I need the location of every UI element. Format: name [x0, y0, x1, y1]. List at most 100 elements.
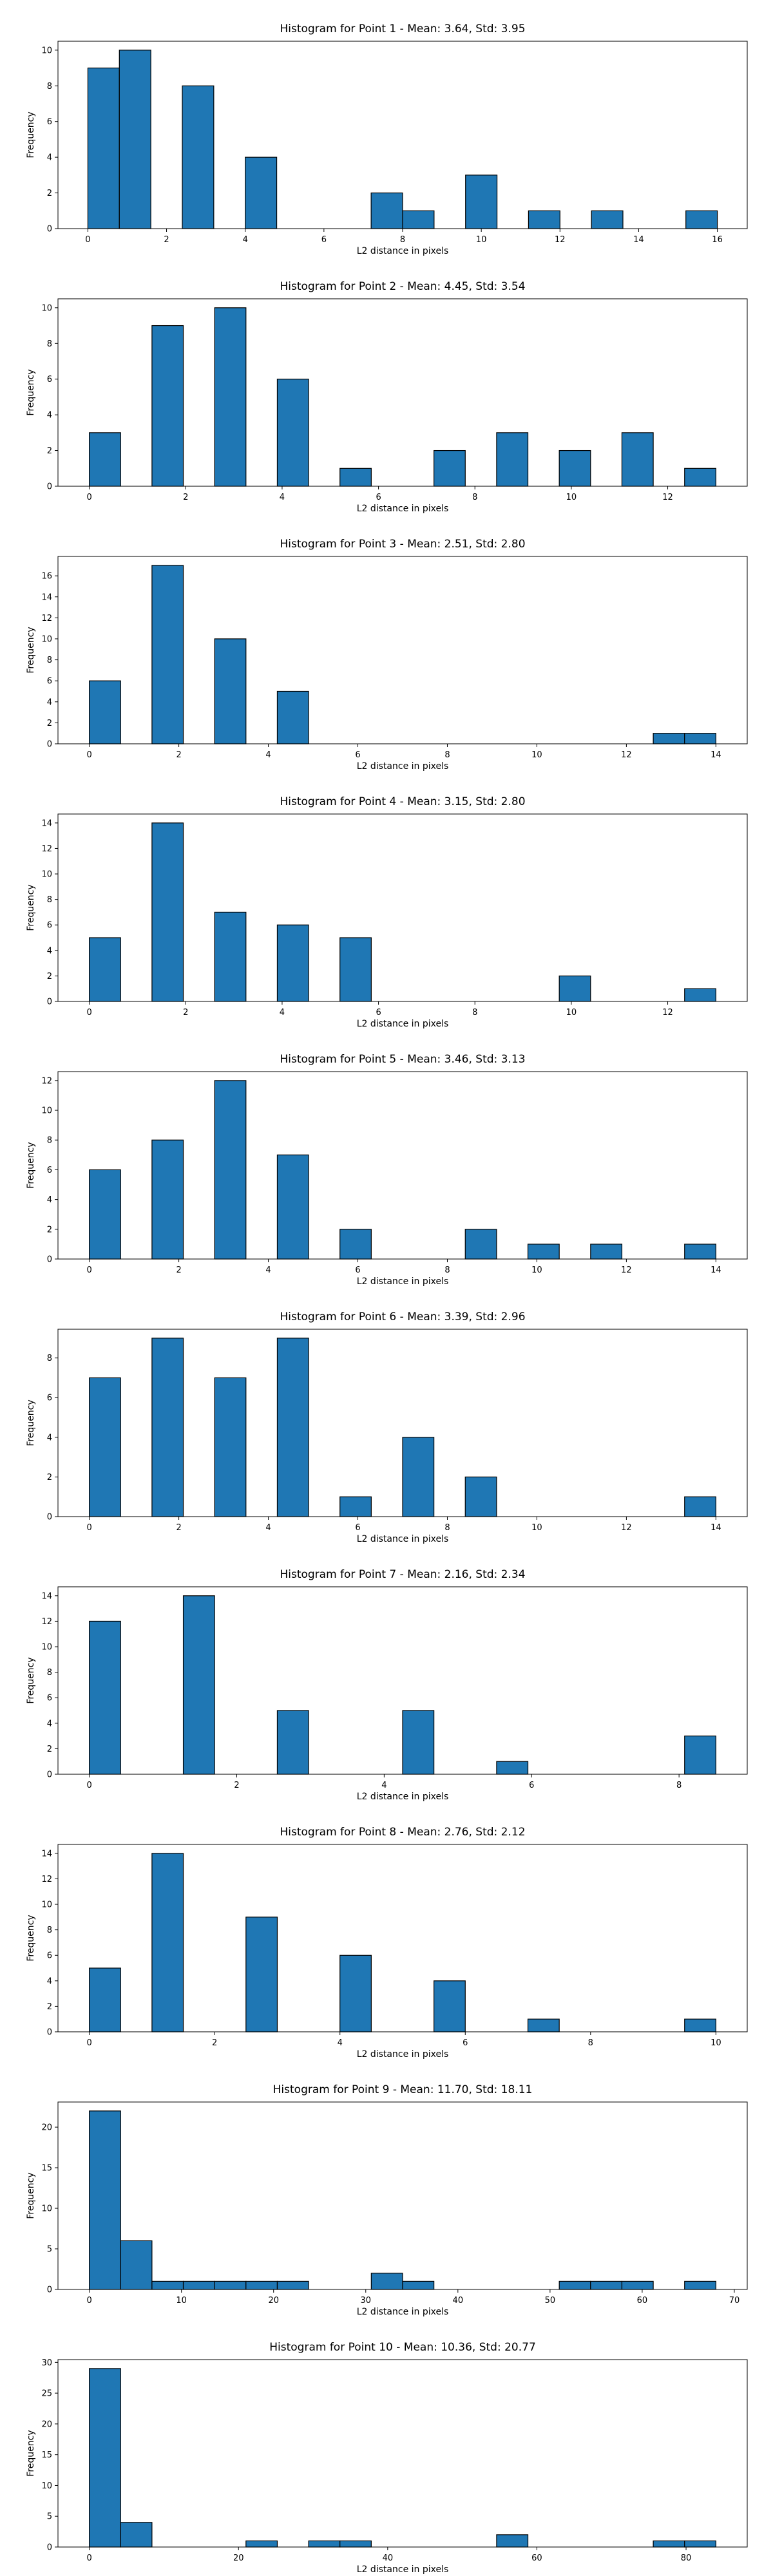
x-axis-label: L2 distance in pixels [357, 1792, 449, 1802]
x-tick-label: 6 [376, 493, 381, 502]
y-tick-label: 4 [47, 697, 52, 707]
histogram-bar [685, 210, 718, 229]
histogram-bar [151, 822, 184, 1002]
y-tick-label: 8 [47, 895, 52, 905]
histogram-chart: Histogram for Point 2 - Mean: 4.45, Std:… [26, 280, 748, 514]
x-tick-label: 2 [176, 1523, 181, 1533]
x-tick-label: 0 [86, 1523, 91, 1533]
histogram-bar [339, 2540, 372, 2548]
histogram-bar [558, 450, 591, 487]
y-tick-label: 14 [41, 1849, 52, 1859]
x-tick-label: 14 [711, 1265, 721, 1275]
y-tick-label: 10 [41, 634, 52, 644]
chart-title: Histogram for Point 10 - Mean: 10.36, St… [269, 2341, 536, 2354]
histogram-bar [558, 2280, 591, 2290]
x-tick-label: 4 [381, 1781, 386, 1790]
x-tick-label: 10 [531, 750, 542, 760]
y-tick-label: 12 [41, 844, 52, 854]
x-axis-label: L2 distance in pixels [357, 1534, 449, 1544]
histogram-bar [89, 432, 121, 487]
y-axis-label: Frequency [26, 2172, 36, 2219]
y-tick-label: 5 [47, 2245, 52, 2255]
histogram-bar [339, 937, 372, 1002]
histogram-bar [89, 1620, 121, 1775]
x-tick-label: 4 [280, 1008, 285, 1018]
x-tick-label: 2 [183, 493, 188, 502]
y-tick-label: 8 [47, 1136, 52, 1146]
x-tick-label: 80 [681, 2553, 692, 2563]
x-tick-label: 0 [86, 1265, 91, 1275]
x-tick-label: 0 [86, 2296, 91, 2306]
y-tick-label: 2 [47, 446, 52, 456]
x-tick-label: 0 [86, 493, 91, 502]
y-tick-label: 10 [41, 2204, 52, 2214]
y-tick-label: 10 [41, 303, 52, 313]
y-tick-label: 4 [47, 1433, 52, 1443]
x-tick-label: 8 [472, 493, 477, 502]
histogram-bar [402, 210, 435, 229]
y-tick-label: 12 [41, 1875, 52, 1884]
histogram-bar [245, 1917, 278, 2032]
x-tick-label: 0 [86, 1008, 91, 1018]
axes-frame [57, 1844, 748, 2032]
histogram-bar [151, 565, 184, 744]
bars [89, 2110, 716, 2290]
y-tick-label: 0 [47, 1513, 52, 1522]
y-tick-label: 6 [47, 1166, 52, 1175]
y-tick-label: 10 [41, 46, 52, 55]
x-tick-label: 4 [243, 235, 248, 245]
histogram-bar [402, 1437, 435, 1517]
x-tick-label: 10 [176, 2296, 187, 2306]
y-tick-label: 8 [47, 82, 52, 91]
x-tick-label: 6 [355, 750, 360, 760]
y-tick-label: 10 [41, 1900, 52, 1910]
histogram-bar [245, 2540, 278, 2548]
histogram-bar [276, 690, 309, 744]
bars [89, 1080, 716, 1260]
axes-frame [57, 2359, 748, 2548]
y-tick-label: 8 [47, 1668, 52, 1678]
y-tick-label: 4 [47, 1976, 52, 1986]
axes-frame [57, 813, 748, 1002]
y-tick-label: 6 [47, 117, 52, 127]
x-tick-label: 4 [265, 1523, 271, 1533]
y-tick-label: 0 [47, 2543, 52, 2553]
y-tick-label: 4 [47, 1195, 52, 1205]
x-tick-label: 6 [321, 235, 327, 245]
histogram-chart: Histogram for Point 8 - Mean: 2.76, Std:… [26, 1826, 748, 2060]
histogram-chart: Histogram for Point 10 - Mean: 10.36, St… [26, 2341, 748, 2575]
y-axis-label: Frequency [26, 1399, 36, 1446]
histogram-bar [214, 638, 247, 744]
x-tick-label: 12 [621, 1265, 632, 1275]
histogram-bar [245, 2280, 278, 2290]
y-tick-label: 12 [41, 1076, 52, 1086]
x-tick-label: 10 [711, 2038, 721, 2048]
x-tick-label: 2 [164, 235, 169, 245]
y-tick-label: 25 [41, 2389, 52, 2399]
x-tick-label: 10 [531, 1265, 542, 1275]
histogram-bar [151, 2280, 184, 2290]
histogram-bar [464, 1229, 497, 1260]
histogram-bar [684, 1244, 716, 1260]
axes-frame [57, 1586, 748, 1775]
x-tick-label: 60 [531, 2553, 542, 2563]
histogram-bar [434, 1980, 466, 2032]
histogram-bar [276, 1338, 309, 1517]
y-tick-label: 0 [47, 998, 52, 1007]
x-tick-label: 12 [621, 750, 632, 760]
y-tick-label: 20 [41, 2420, 52, 2429]
histogram-bar [89, 680, 121, 744]
x-tick-label: 8 [444, 1523, 450, 1533]
histogram-bar [214, 307, 247, 487]
y-tick-label: 2 [47, 2002, 52, 2012]
y-tick-label: 30 [41, 2358, 52, 2368]
x-tick-label: 20 [268, 2296, 279, 2306]
histogram-bar [276, 1154, 309, 1260]
histogram-bar [684, 733, 716, 744]
histogram-bar [276, 379, 309, 487]
y-tick-label: 20 [41, 2123, 52, 2133]
y-tick-label: 10 [41, 1643, 52, 1653]
bars [89, 1338, 716, 1517]
histogram-bar [684, 1496, 716, 1517]
